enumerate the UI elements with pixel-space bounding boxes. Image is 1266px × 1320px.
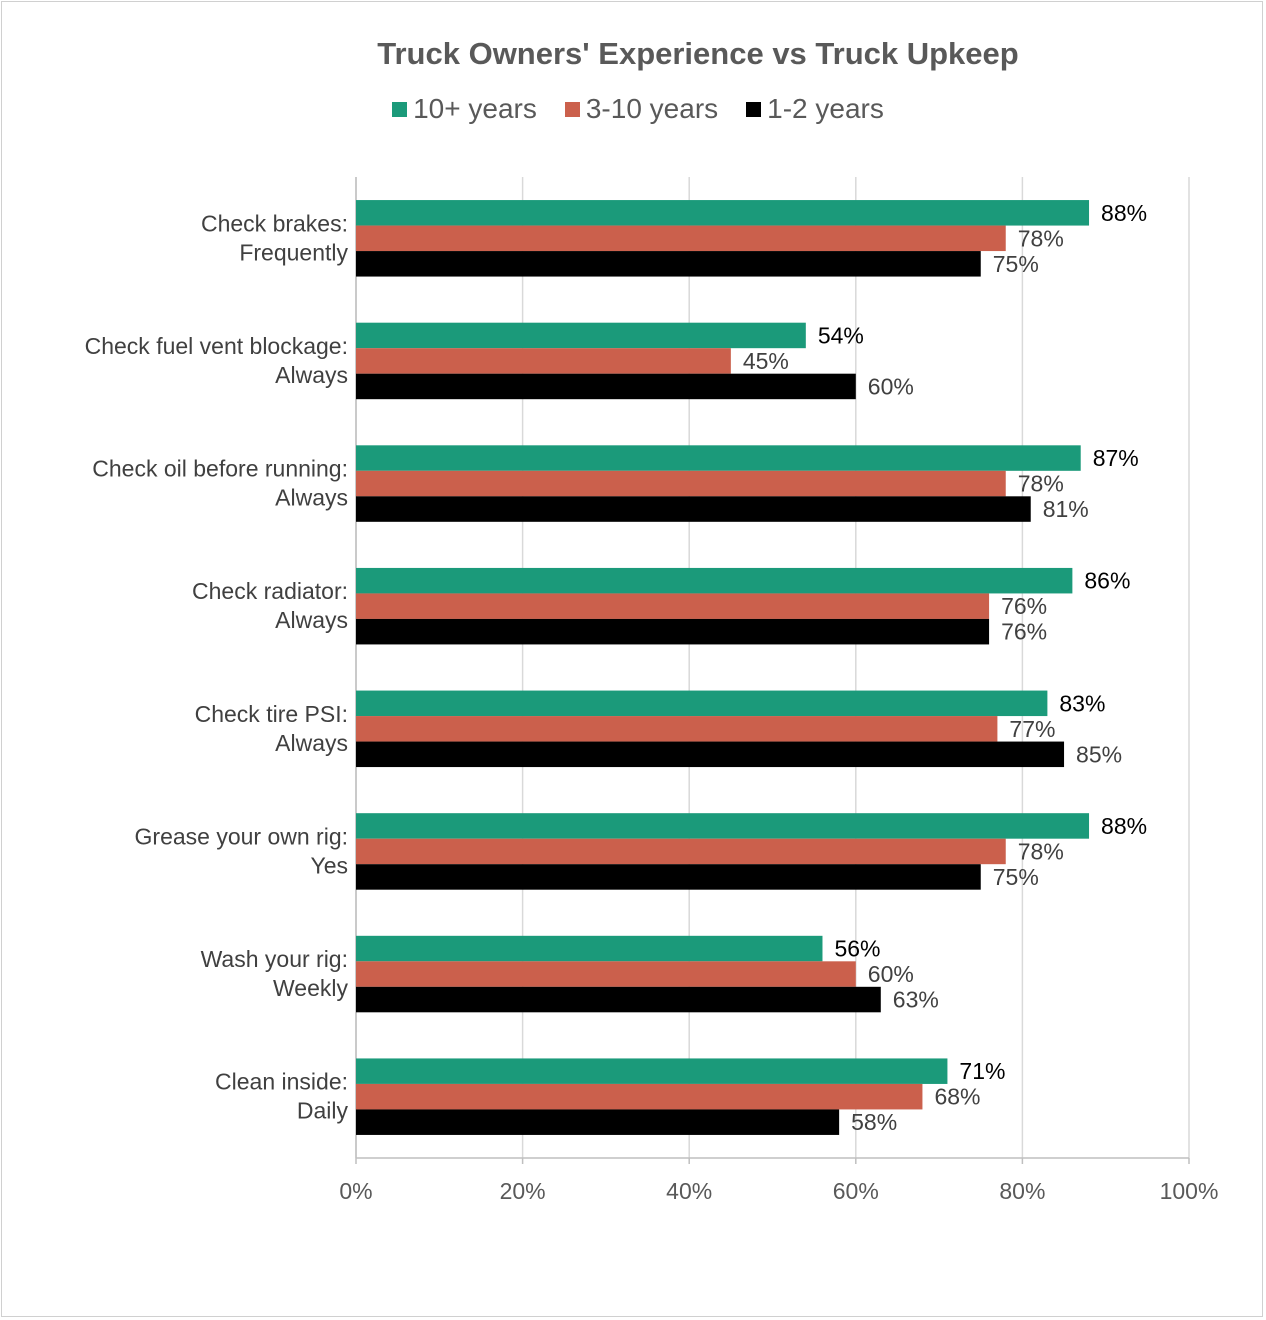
category-label-7-line1: Clean inside:	[215, 1069, 348, 1095]
data-label-4-0: 83%	[1059, 690, 1105, 716]
data-label-6-1: 60%	[868, 961, 914, 987]
bar-2-1	[356, 470, 1006, 497]
bar-3-0	[356, 567, 1073, 594]
category-label-0-line1: Check brakes:	[201, 210, 348, 236]
legend-swatch-3-10-years	[564, 101, 580, 117]
legend-swatch-10-plus-years	[392, 101, 408, 117]
bar-1-1	[356, 348, 731, 374]
legend-item-10-plus-years: 10+ years	[392, 93, 537, 125]
bar-1-0	[356, 322, 806, 349]
category-label-1-line2: Always	[275, 362, 348, 388]
legend-item-1-2-years: 1-2 years	[746, 93, 884, 125]
category-label-3-line1: Check radiator:	[192, 578, 348, 604]
category-label-2-line2: Always	[275, 485, 348, 511]
data-label-3-1: 76%	[1001, 593, 1047, 619]
x-tick-label-2: 40%	[666, 1178, 712, 1204]
data-label-0-2: 75%	[993, 251, 1039, 277]
bar-7-2	[356, 1109, 840, 1135]
bar-1-2	[356, 373, 856, 400]
bar-0-1	[356, 225, 1006, 252]
bar-4-0	[356, 690, 1048, 717]
x-tick-label-3: 60%	[833, 1178, 879, 1204]
data-label-6-0: 56%	[834, 936, 880, 962]
category-label-2-line1: Check oil before running:	[92, 456, 348, 482]
bar-5-1	[356, 838, 1006, 865]
data-label-5-1: 78%	[1018, 838, 1064, 864]
legend: 10+ years 3-10 years 1-2 years	[0, 93, 1266, 125]
bar-6-2	[356, 986, 881, 1013]
x-tick-label-4: 80%	[999, 1178, 1045, 1204]
category-label-3-line2: Always	[275, 607, 348, 633]
category-label-7-line2: Daily	[297, 1098, 349, 1124]
bar-3-2	[356, 618, 990, 645]
bar-5-0	[356, 813, 1090, 839]
data-label-5-0: 88%	[1101, 813, 1147, 839]
data-label-5-2: 75%	[993, 864, 1039, 890]
category-label-6-line2: Weekly	[273, 975, 348, 1001]
legend-label-3-10-years: 3-10 years	[585, 93, 719, 124]
legend-label-10-plus-years: 10+ years	[413, 93, 537, 124]
data-label-1-1: 45%	[743, 348, 789, 374]
data-label-3-0: 86%	[1084, 568, 1130, 594]
legend-item-3-10-years: 3-10 years	[564, 93, 719, 125]
data-label-3-2: 76%	[1001, 619, 1047, 645]
x-tick-label-0: 0%	[339, 1178, 372, 1204]
x-tick-label-1: 20%	[500, 1178, 546, 1204]
bar-4-1	[356, 716, 998, 742]
category-label-5-line2: Yes	[310, 852, 348, 878]
data-label-1-2: 60%	[868, 373, 914, 399]
category-label-0-line2: Frequently	[239, 239, 348, 265]
data-label-2-2: 81%	[1043, 496, 1089, 522]
bar-2-2	[356, 496, 1031, 522]
bar-6-1	[356, 961, 856, 987]
bar-4-2	[356, 741, 1065, 768]
category-label-5-line1: Grease your own rig:	[135, 823, 348, 849]
data-label-0-0: 88%	[1101, 200, 1147, 226]
bar-0-2	[356, 251, 981, 277]
data-label-7-0: 71%	[959, 1058, 1005, 1084]
bar-5-2	[356, 864, 981, 890]
bar-0-0	[356, 200, 1090, 226]
data-label-6-2: 63%	[893, 987, 939, 1013]
category-label-4-line2: Always	[275, 730, 348, 756]
category-label-4-line1: Check tire PSI:	[195, 701, 348, 727]
bar-7-0	[356, 1058, 948, 1084]
data-label-4-2: 85%	[1076, 741, 1122, 767]
data-label-7-2: 58%	[851, 1109, 897, 1135]
x-tick-label-5: 100%	[1160, 1178, 1219, 1204]
bar-3-1	[356, 593, 990, 619]
data-label-0-1: 78%	[1018, 225, 1064, 251]
category-label-1-line1: Check fuel vent blockage:	[85, 333, 348, 359]
data-label-1-0: 54%	[818, 322, 864, 348]
data-label-7-1: 68%	[934, 1084, 980, 1110]
bar-2-0	[356, 445, 1081, 471]
data-label-2-0: 87%	[1093, 445, 1139, 471]
data-label-2-1: 78%	[1018, 471, 1064, 497]
chart-title: Truck Owners' Experience vs Truck Upkeep	[377, 36, 1019, 71]
bar-7-1	[356, 1083, 923, 1110]
bar-6-0	[356, 935, 823, 962]
category-label-6-line1: Wash your rig:	[201, 946, 348, 972]
legend-label-1-2-years: 1-2 years	[767, 93, 884, 124]
legend-swatch-1-2-years	[746, 101, 762, 117]
data-label-4-1: 77%	[1009, 716, 1055, 742]
